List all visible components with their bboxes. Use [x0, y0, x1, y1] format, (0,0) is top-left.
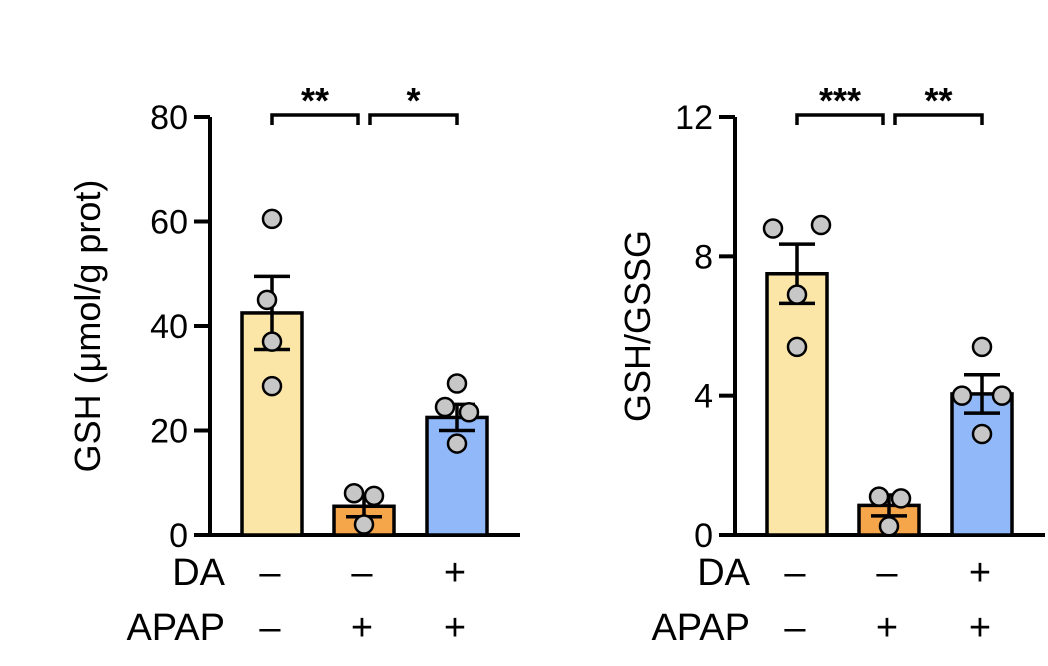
data-point: [363, 485, 385, 507]
condition-sign: –: [351, 552, 373, 594]
data-point: [446, 433, 468, 454]
condition-sign: +: [969, 607, 991, 649]
data-point: [868, 486, 890, 507]
significance-label: **: [301, 80, 329, 121]
data-point: [256, 289, 278, 311]
condition-sign: –: [876, 552, 898, 594]
data-point: [261, 375, 283, 397]
y-tick-label: 12: [675, 99, 713, 137]
condition-sign: –: [784, 552, 806, 594]
condition-row-label: APAP: [651, 607, 750, 649]
y-tick-label: 60: [150, 204, 188, 242]
y-tick-label: 0: [694, 517, 713, 555]
y-axis-label: GSH (μmol/g prot): [67, 180, 108, 473]
data-point: [353, 514, 375, 535]
y-tick-label: 8: [694, 238, 713, 276]
data-point: [878, 516, 900, 537]
condition-sign: +: [444, 552, 466, 594]
data-point: [458, 401, 480, 423]
condition-row-label: DA: [697, 552, 750, 594]
data-point: [446, 373, 468, 394]
data-point: [890, 488, 912, 509]
data-point: [951, 385, 973, 406]
data-point: [786, 336, 808, 358]
significance-label: *: [406, 80, 420, 121]
condition-sign: +: [351, 607, 373, 649]
condition-sign: +: [876, 607, 898, 649]
data-point: [343, 482, 365, 504]
condition-sign: –: [784, 607, 806, 649]
bar: [950, 392, 1014, 537]
significance-label: ***: [819, 80, 861, 121]
condition-row-label: APAP: [126, 607, 225, 649]
y-tick-label: 20: [150, 413, 188, 451]
condition-sign: –: [259, 607, 281, 649]
data-point: [971, 336, 993, 358]
data-point: [261, 208, 283, 230]
data-point: [971, 423, 993, 445]
y-tick-label: 0: [169, 517, 188, 555]
condition-row-label: DA: [172, 552, 225, 594]
bar: [765, 272, 829, 537]
significance-bracket: [368, 113, 459, 125]
y-tick-label: 40: [150, 308, 188, 346]
condition-sign: +: [969, 552, 991, 594]
y-tick-label: 80: [150, 99, 188, 137]
data-point: [261, 331, 283, 352]
significance-label: **: [924, 80, 952, 121]
significance-bracket: [893, 113, 984, 125]
condition-sign: +: [444, 607, 466, 649]
data-point: [762, 218, 784, 239]
significance-bracket: [270, 113, 360, 125]
data-point: [810, 214, 832, 236]
y-axis-label: GSH/GSSG: [617, 230, 658, 422]
y-tick-label: 4: [694, 378, 713, 416]
data-point: [434, 396, 456, 418]
data-point: [991, 385, 1013, 406]
significance-bracket: [795, 113, 885, 125]
data-point: [786, 284, 808, 305]
condition-sign: –: [259, 552, 281, 594]
